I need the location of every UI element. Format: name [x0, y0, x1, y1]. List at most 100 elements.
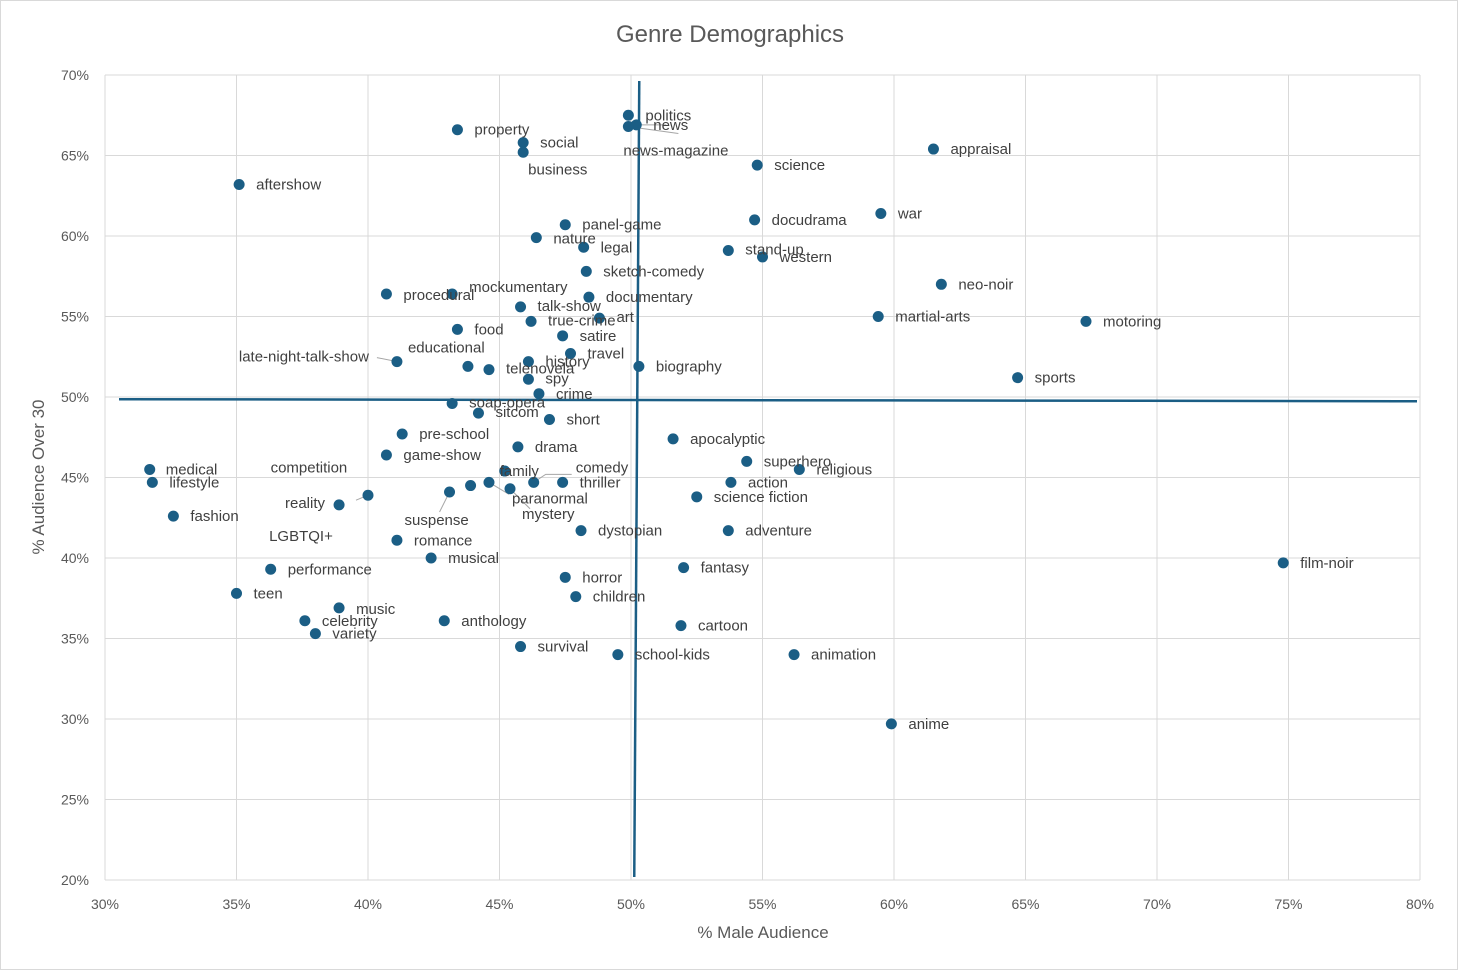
data-point[interactable]: [788, 649, 800, 661]
data-point[interactable]: [299, 615, 311, 627]
data-point[interactable]: [233, 178, 245, 190]
data-point[interactable]: [522, 373, 534, 385]
x-tick-label: 45%: [485, 896, 513, 912]
data-label: sketch-comedy: [603, 263, 704, 280]
data-point[interactable]: [446, 288, 458, 300]
data-point[interactable]: [612, 649, 624, 661]
data-point[interactable]: [525, 315, 537, 327]
data-point[interactable]: [396, 428, 408, 440]
data-point[interactable]: [757, 251, 768, 263]
data-point[interactable]: [380, 288, 392, 300]
data-point[interactable]: [593, 312, 605, 324]
data-point[interactable]: [499, 465, 511, 477]
data-point[interactable]: [578, 241, 590, 253]
data-point[interactable]: [517, 137, 529, 149]
data-point[interactable]: [543, 414, 555, 426]
data-point[interactable]: [793, 463, 805, 475]
data-point[interactable]: [667, 433, 679, 445]
data-point[interactable]: [1012, 372, 1024, 384]
data-point[interactable]: [465, 480, 477, 492]
data-point[interactable]: [722, 244, 734, 256]
data-point[interactable]: [362, 489, 374, 501]
data-point[interactable]: [167, 510, 179, 522]
data-label: news: [653, 117, 688, 134]
data-point[interactable]: [565, 348, 577, 360]
data-point[interactable]: [691, 491, 703, 503]
data-point[interactable]: [146, 476, 158, 488]
data-point[interactable]: [504, 483, 516, 495]
data-point[interactable]: [1277, 557, 1289, 569]
y-axis-title: % Audience Over 30: [29, 400, 48, 555]
y-tick-label: 35%: [61, 631, 89, 647]
data-point[interactable]: [512, 441, 524, 453]
data-point[interactable]: [446, 397, 458, 409]
data-point[interactable]: [575, 525, 587, 537]
data-point[interactable]: [678, 562, 690, 574]
data-point[interactable]: [483, 364, 495, 376]
data-point[interactable]: [559, 571, 571, 583]
data-label: food: [474, 321, 503, 338]
y-tick-label: 45%: [61, 470, 89, 486]
data-label: anthology: [461, 613, 527, 630]
data-point[interactable]: [144, 463, 156, 475]
data-point[interactable]: [583, 291, 595, 303]
data-point[interactable]: [530, 232, 542, 244]
data-point[interactable]: [875, 207, 887, 219]
data-label: art: [616, 309, 634, 326]
data-label: sports: [1035, 370, 1076, 387]
data-point[interactable]: [462, 360, 474, 372]
data-point[interactable]: [580, 265, 592, 277]
data-point[interactable]: [451, 323, 463, 335]
data-point[interactable]: [741, 455, 753, 467]
data-point[interactable]: [425, 552, 437, 564]
data-point[interactable]: [872, 311, 884, 322]
data-point[interactable]: [935, 278, 947, 290]
data-point[interactable]: [622, 109, 634, 121]
data-point[interactable]: [472, 407, 484, 419]
data-point[interactable]: [533, 388, 545, 400]
data-point[interactable]: [557, 330, 569, 342]
data-point[interactable]: [722, 525, 734, 537]
data-point[interactable]: [522, 356, 534, 368]
data-label: politics: [645, 107, 691, 124]
data-point[interactable]: [633, 360, 645, 372]
data-label: romance: [414, 532, 472, 549]
data-point[interactable]: [749, 214, 761, 226]
data-point[interactable]: [528, 476, 540, 488]
data-point[interactable]: [725, 476, 737, 488]
data-label: school-kids: [635, 647, 710, 664]
data-point[interactable]: [483, 476, 495, 488]
data-point[interactable]: [333, 602, 345, 614]
data-point[interactable]: [265, 563, 277, 575]
data-point[interactable]: [885, 718, 897, 730]
data-point[interactable]: [380, 449, 392, 461]
data-label: crime: [556, 386, 593, 403]
data-point[interactable]: [391, 356, 403, 368]
data-point[interactable]: [557, 476, 569, 488]
data-point[interactable]: [675, 620, 687, 632]
data-label: martial-arts: [895, 309, 970, 326]
data-label: war: [897, 205, 922, 222]
data-point[interactable]: [231, 587, 242, 599]
data-point[interactable]: [333, 499, 345, 511]
data-point[interactable]: [1080, 315, 1092, 327]
data-label: nature: [553, 231, 596, 248]
data-point[interactable]: [515, 641, 527, 653]
data-point[interactable]: [570, 591, 582, 603]
data-point[interactable]: [444, 486, 456, 498]
data-point[interactable]: [515, 301, 527, 313]
data-label: science: [774, 157, 825, 174]
data-point[interactable]: [751, 159, 763, 171]
data-point[interactable]: [451, 124, 463, 136]
data-point[interactable]: [309, 628, 321, 640]
data-label: medical: [166, 461, 218, 478]
data-label: pre-school: [419, 426, 489, 443]
data-point[interactable]: [927, 143, 939, 155]
data-point[interactable]: [517, 146, 529, 158]
data-point[interactable]: [559, 219, 571, 231]
data-label: mystery: [522, 506, 575, 523]
data-point[interactable]: [391, 534, 403, 546]
data-point[interactable]: [438, 615, 450, 627]
data-label: docudrama: [772, 212, 848, 229]
data-point[interactable]: [622, 121, 634, 133]
